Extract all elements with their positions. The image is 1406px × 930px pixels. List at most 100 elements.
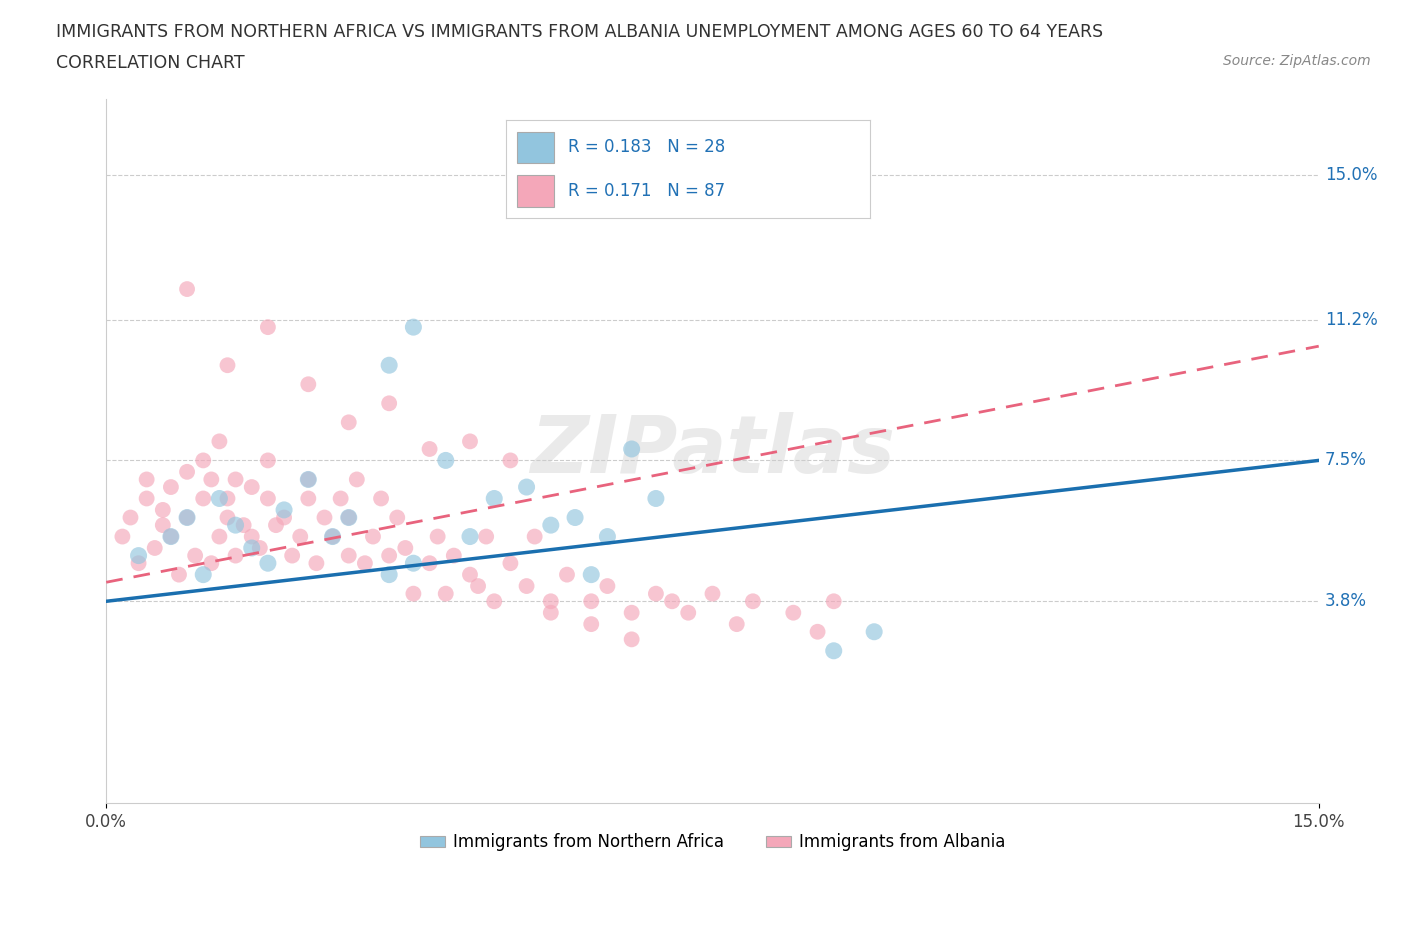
- Point: [257, 453, 280, 468]
- Point: [484, 594, 506, 609]
- Point: [378, 548, 401, 563]
- Point: [499, 556, 522, 571]
- Point: [208, 491, 231, 506]
- Point: [434, 586, 457, 601]
- Point: [402, 320, 425, 335]
- Point: [361, 529, 384, 544]
- Point: [596, 578, 619, 593]
- Point: [863, 624, 886, 639]
- Point: [193, 491, 215, 506]
- Point: [135, 472, 157, 487]
- Point: [111, 529, 134, 544]
- Point: [620, 442, 643, 457]
- Point: [516, 578, 538, 593]
- Point: [337, 548, 360, 563]
- Point: [297, 491, 319, 506]
- Point: [329, 491, 352, 506]
- Point: [128, 548, 150, 563]
- Point: [208, 434, 231, 449]
- Point: [378, 358, 401, 373]
- Point: [322, 529, 344, 544]
- Legend: Immigrants from Northern Africa, Immigrants from Albania: Immigrants from Northern Africa, Immigra…: [413, 827, 1012, 858]
- Point: [620, 631, 643, 646]
- Point: [645, 586, 668, 601]
- Point: [419, 556, 441, 571]
- Point: [240, 480, 263, 495]
- Point: [160, 529, 183, 544]
- Point: [225, 472, 247, 487]
- Point: [394, 540, 416, 555]
- Point: [128, 556, 150, 571]
- Point: [200, 472, 222, 487]
- Point: [176, 282, 198, 297]
- Point: [217, 358, 239, 373]
- Point: [458, 529, 481, 544]
- Point: [257, 491, 280, 506]
- Point: [297, 472, 319, 487]
- Point: [402, 556, 425, 571]
- Point: [135, 491, 157, 506]
- Text: Source: ZipAtlas.com: Source: ZipAtlas.com: [1223, 54, 1371, 68]
- Point: [823, 644, 845, 658]
- Point: [678, 605, 700, 620]
- Point: [176, 464, 198, 479]
- Text: 15.0%: 15.0%: [1324, 166, 1378, 184]
- Point: [240, 529, 263, 544]
- Point: [661, 594, 683, 609]
- Point: [152, 518, 174, 533]
- Point: [581, 567, 603, 582]
- Point: [426, 529, 449, 544]
- Point: [516, 480, 538, 495]
- Text: CORRELATION CHART: CORRELATION CHART: [56, 54, 245, 72]
- Text: 7.5%: 7.5%: [1324, 451, 1367, 470]
- Point: [702, 586, 724, 601]
- Point: [540, 605, 562, 620]
- Point: [193, 567, 215, 582]
- Point: [152, 502, 174, 517]
- Point: [337, 415, 360, 430]
- Point: [458, 434, 481, 449]
- Point: [281, 548, 304, 563]
- Point: [467, 578, 489, 593]
- Point: [143, 540, 166, 555]
- Point: [645, 491, 668, 506]
- Point: [160, 480, 183, 495]
- Point: [208, 529, 231, 544]
- Point: [434, 453, 457, 468]
- Point: [297, 472, 319, 487]
- Point: [484, 491, 506, 506]
- Point: [290, 529, 312, 544]
- Point: [160, 529, 183, 544]
- Text: IMMIGRANTS FROM NORTHERN AFRICA VS IMMIGRANTS FROM ALBANIA UNEMPLOYMENT AMONG AG: IMMIGRANTS FROM NORTHERN AFRICA VS IMMIG…: [56, 23, 1104, 41]
- Point: [564, 510, 586, 525]
- Point: [823, 594, 845, 609]
- Point: [200, 556, 222, 571]
- Point: [725, 617, 748, 631]
- Point: [402, 586, 425, 601]
- Text: ZIPatlas: ZIPatlas: [530, 412, 896, 490]
- Point: [257, 556, 280, 571]
- Point: [581, 594, 603, 609]
- Point: [387, 510, 409, 525]
- Point: [305, 556, 328, 571]
- Point: [540, 518, 562, 533]
- Point: [806, 624, 828, 639]
- Point: [378, 396, 401, 411]
- Point: [555, 567, 578, 582]
- Point: [176, 510, 198, 525]
- Point: [176, 510, 198, 525]
- Point: [346, 472, 368, 487]
- Point: [741, 594, 763, 609]
- Point: [322, 529, 344, 544]
- Text: 3.8%: 3.8%: [1324, 592, 1367, 610]
- Point: [540, 594, 562, 609]
- Point: [217, 491, 239, 506]
- Point: [273, 510, 295, 525]
- Point: [419, 442, 441, 457]
- Point: [167, 567, 190, 582]
- Point: [225, 518, 247, 533]
- Point: [297, 377, 319, 392]
- Point: [264, 518, 287, 533]
- Point: [499, 453, 522, 468]
- Point: [782, 605, 804, 620]
